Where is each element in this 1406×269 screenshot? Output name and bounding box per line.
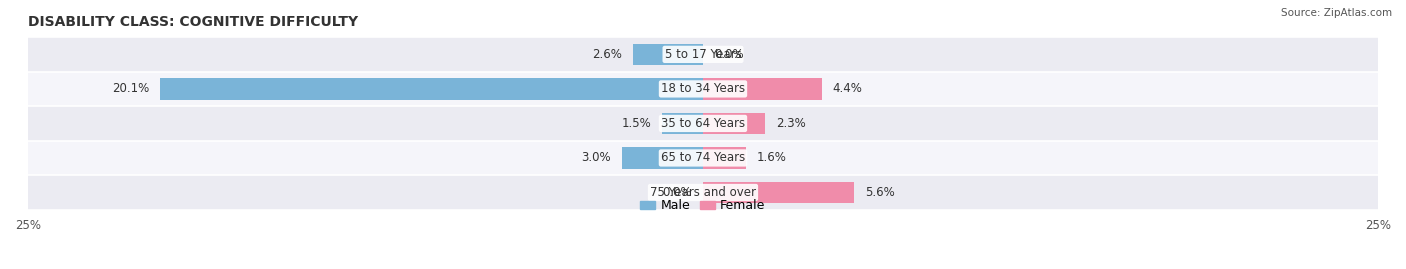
Bar	[28, 37, 1378, 72]
Bar	[703, 113, 765, 134]
Text: DISABILITY CLASS: COGNITIVE DIFFICULTY: DISABILITY CLASS: COGNITIVE DIFFICULTY	[28, 15, 359, 29]
Bar	[28, 141, 1378, 175]
Bar	[28, 72, 1378, 106]
Bar	[28, 175, 1378, 210]
Text: 4.4%: 4.4%	[832, 82, 862, 95]
Bar	[28, 106, 1378, 141]
Text: 5.6%: 5.6%	[865, 186, 894, 199]
Text: 2.3%: 2.3%	[776, 117, 806, 130]
Bar	[633, 44, 703, 65]
Bar	[160, 78, 703, 100]
Bar	[621, 147, 703, 169]
Text: Source: ZipAtlas.com: Source: ZipAtlas.com	[1281, 8, 1392, 18]
Bar	[662, 113, 703, 134]
Text: 35 to 64 Years: 35 to 64 Years	[661, 117, 745, 130]
Text: 0.0%: 0.0%	[714, 48, 744, 61]
Text: 18 to 34 Years: 18 to 34 Years	[661, 82, 745, 95]
Legend: Male, Female: Male, Female	[636, 194, 770, 217]
Text: 2.6%: 2.6%	[592, 48, 621, 61]
Bar	[703, 78, 821, 100]
Text: 65 to 74 Years: 65 to 74 Years	[661, 151, 745, 164]
Text: 1.5%: 1.5%	[621, 117, 652, 130]
Text: 5 to 17 Years: 5 to 17 Years	[665, 48, 741, 61]
Bar	[703, 182, 855, 203]
Text: 0.0%: 0.0%	[662, 186, 692, 199]
Bar	[703, 147, 747, 169]
Text: 1.6%: 1.6%	[756, 151, 787, 164]
Text: 20.1%: 20.1%	[112, 82, 149, 95]
Text: 3.0%: 3.0%	[582, 151, 612, 164]
Text: 75 Years and over: 75 Years and over	[650, 186, 756, 199]
